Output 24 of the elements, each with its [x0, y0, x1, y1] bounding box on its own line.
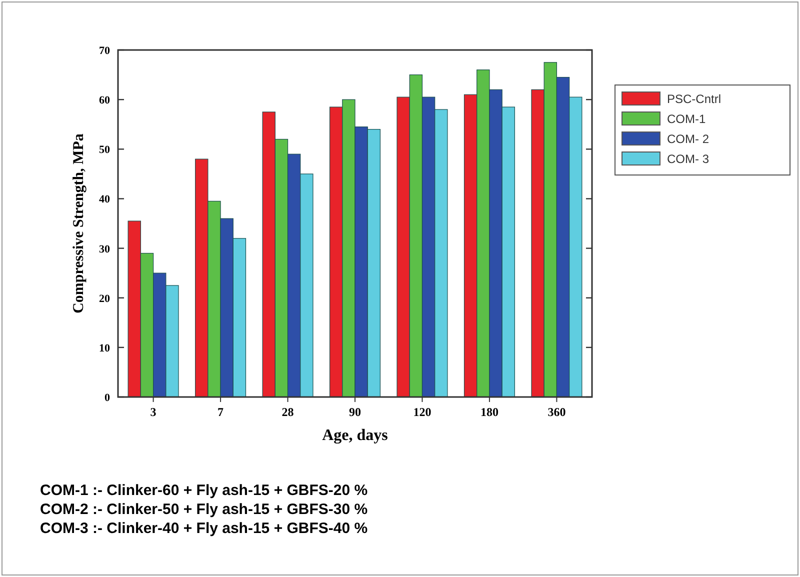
x-tick-label: 7 [218, 405, 224, 419]
legend-label: COM- 3 [667, 152, 710, 166]
text: COM-3 :- Clinker-40 + Fly ash-15 + GBFS-40 % [40, 520, 368, 537]
y-tick-label: 30 [99, 243, 110, 256]
legend-label: COM- 2 [667, 132, 710, 146]
x-tick-label: 180 [480, 405, 498, 419]
y-tick-label: 50 [99, 144, 110, 156]
y-tick-label: 40 [99, 194, 110, 206]
x-tick-label: 120 [413, 405, 432, 419]
x-axis-title: Age, days [322, 427, 388, 444]
x-tick-label: 28 [282, 405, 294, 419]
y-tick-label: 70 [99, 45, 110, 57]
x-tick-label: 90 [349, 405, 361, 419]
text: COM-1 :- Clinker-60 + Fly ash-15 + GBFS-20 % [40, 482, 368, 499]
y-tick-label: 20 [99, 292, 110, 305]
legend-label: COM-1 [667, 112, 706, 126]
x-tick-label: 360 [548, 405, 566, 419]
x-tick-label: 3 [150, 405, 156, 419]
y-tick-label: 0 [104, 392, 110, 404]
y-tick-label: 60 [99, 94, 110, 107]
y-tick-label: 10 [99, 342, 110, 354]
y-axis-title: Compressive Strength, MPa [71, 133, 87, 314]
legend-label: PSC-Cntrl [667, 92, 722, 106]
text: COM-2 :- Clinker-50 + Fly ash-15 + GBFS-30 % [40, 501, 368, 518]
